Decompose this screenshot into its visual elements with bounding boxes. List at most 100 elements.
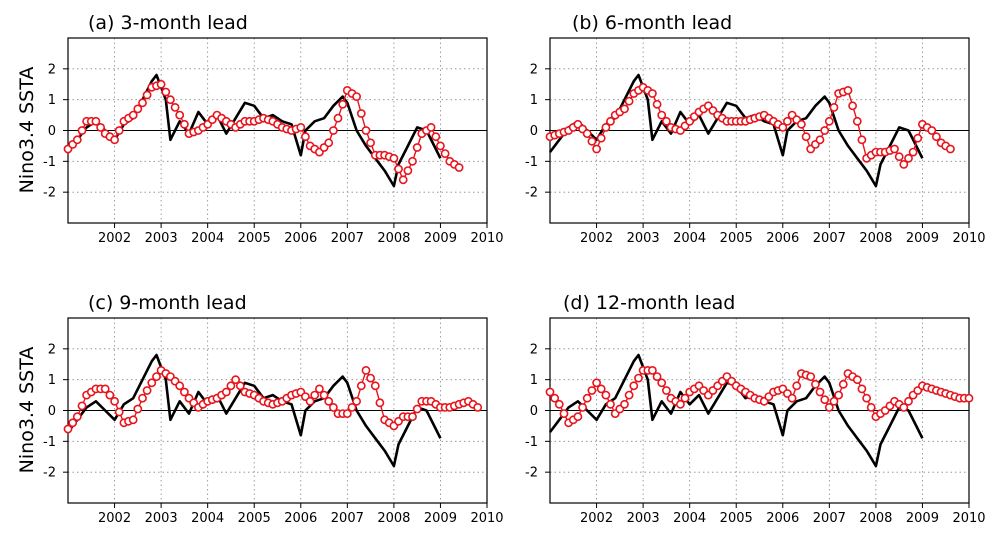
forecast-point [801, 132, 811, 142]
forecast-point [554, 399, 564, 409]
forecast-point [792, 381, 802, 391]
x-tick-label: 2002 [580, 511, 613, 526]
x-tick-label: 2003 [627, 231, 660, 246]
forecast-point [305, 396, 315, 406]
forecast-point [848, 101, 857, 111]
forecast-point [105, 390, 115, 400]
forecast-point [161, 87, 171, 97]
x-tick-label: 2004 [191, 511, 224, 526]
forecast-point [347, 402, 357, 412]
forecast-point [165, 95, 175, 105]
x-tick-label: 2005 [238, 231, 271, 246]
observed-series-line [66, 353, 442, 468]
forecast-point [473, 402, 483, 412]
forecast-point [778, 123, 788, 132]
forecast-point [578, 402, 587, 412]
forecast-point [426, 123, 436, 132]
forecast-point [797, 119, 806, 129]
forecast-point [408, 412, 417, 422]
x-tick-label: 2002 [98, 231, 131, 246]
forecast-point [96, 123, 105, 132]
y-tick-label: 0 [530, 124, 538, 139]
forecast-point [820, 395, 830, 405]
forecast-point [128, 415, 138, 425]
x-tick-label: 2008 [859, 231, 892, 246]
forecast-point [324, 138, 334, 148]
x-tick-label: 2010 [952, 511, 985, 526]
forecast-point [352, 92, 361, 101]
forecast-point [559, 409, 569, 418]
forecast-point [629, 381, 639, 391]
forecast-point [175, 381, 185, 391]
forecast-point [366, 373, 375, 383]
y-tick-label: -2 [525, 186, 538, 201]
forecast-point [624, 390, 634, 400]
x-tick-label: 2010 [470, 511, 503, 526]
forecast-point [300, 132, 310, 142]
forecast-point [596, 133, 606, 143]
x-tick-label: 2002 [580, 231, 613, 246]
forecast-point [648, 89, 657, 98]
forecast-point [440, 149, 450, 158]
forecast-point [899, 159, 909, 169]
forecast-point [72, 135, 82, 145]
panel-d: (d) 12-month lead 2002 2003 2004 2005 2006 20… [525, 292, 986, 526]
forecast-point [815, 135, 825, 145]
forecast-point [91, 116, 101, 126]
forecast-point [904, 153, 913, 163]
forecast-point [110, 135, 119, 145]
forecast-point [662, 116, 671, 126]
x-tick-label: 2003 [145, 511, 178, 526]
forecast-point [68, 418, 78, 428]
x-tick-label: 2008 [859, 511, 892, 526]
x-tick-label: 2005 [720, 511, 753, 526]
forecast-point [587, 386, 597, 395]
x-tick-label: 2006 [766, 511, 799, 526]
panel-title: (a) 3-month lead [88, 12, 248, 34]
forecast-point [375, 398, 385, 408]
forecast-point [114, 126, 124, 135]
x-tick-label: 2004 [673, 231, 706, 246]
forecast-point [333, 113, 343, 123]
forecast-point [310, 390, 320, 400]
y-tick-label: -1 [43, 155, 56, 170]
forecast-point [815, 387, 825, 397]
x-tick-label: 2009 [906, 511, 939, 526]
forecast-point [179, 387, 189, 397]
x-tick-label: 2005 [238, 511, 271, 526]
x-tick-label: 2009 [424, 511, 457, 526]
forecast-point [128, 110, 138, 120]
forecast-point [829, 103, 839, 112]
y-tick-label: 0 [48, 404, 56, 419]
forecast-point [319, 390, 329, 400]
panel-title: (c) 9-month lead [88, 292, 247, 314]
forecast-point [624, 96, 634, 106]
forecast-point [862, 393, 871, 403]
forecast-point [100, 384, 110, 394]
forecast-point [170, 103, 180, 112]
forecast-point [408, 156, 417, 166]
panel-title: (b) 6-month lead [572, 12, 732, 34]
forecast-point [620, 399, 629, 409]
forecast-point [606, 116, 615, 126]
forecast-point [110, 396, 119, 406]
forecast-point [221, 387, 231, 397]
forecast-point [829, 396, 839, 406]
forecast-point [592, 144, 601, 154]
panel-c: (c) 9-month lead 2002 2003 2004 2005 2006 200… [43, 292, 504, 526]
x-tick-label: 2007 [813, 511, 846, 526]
x-tick-label: 2006 [766, 231, 799, 246]
forecast-point [606, 399, 615, 409]
y-tick-label: 1 [530, 373, 538, 388]
forecast-point [156, 79, 166, 89]
panel-title: (d) 12-month lead [563, 292, 735, 314]
forecast-point [676, 399, 685, 409]
forecast-point [857, 135, 867, 145]
x-tick-label: 2007 [813, 231, 846, 246]
forecast-point [824, 402, 834, 412]
forecast-point [662, 386, 671, 395]
x-tick-label: 2005 [720, 231, 753, 246]
forecast-point [550, 393, 560, 403]
y-tick-label: -2 [525, 466, 538, 481]
